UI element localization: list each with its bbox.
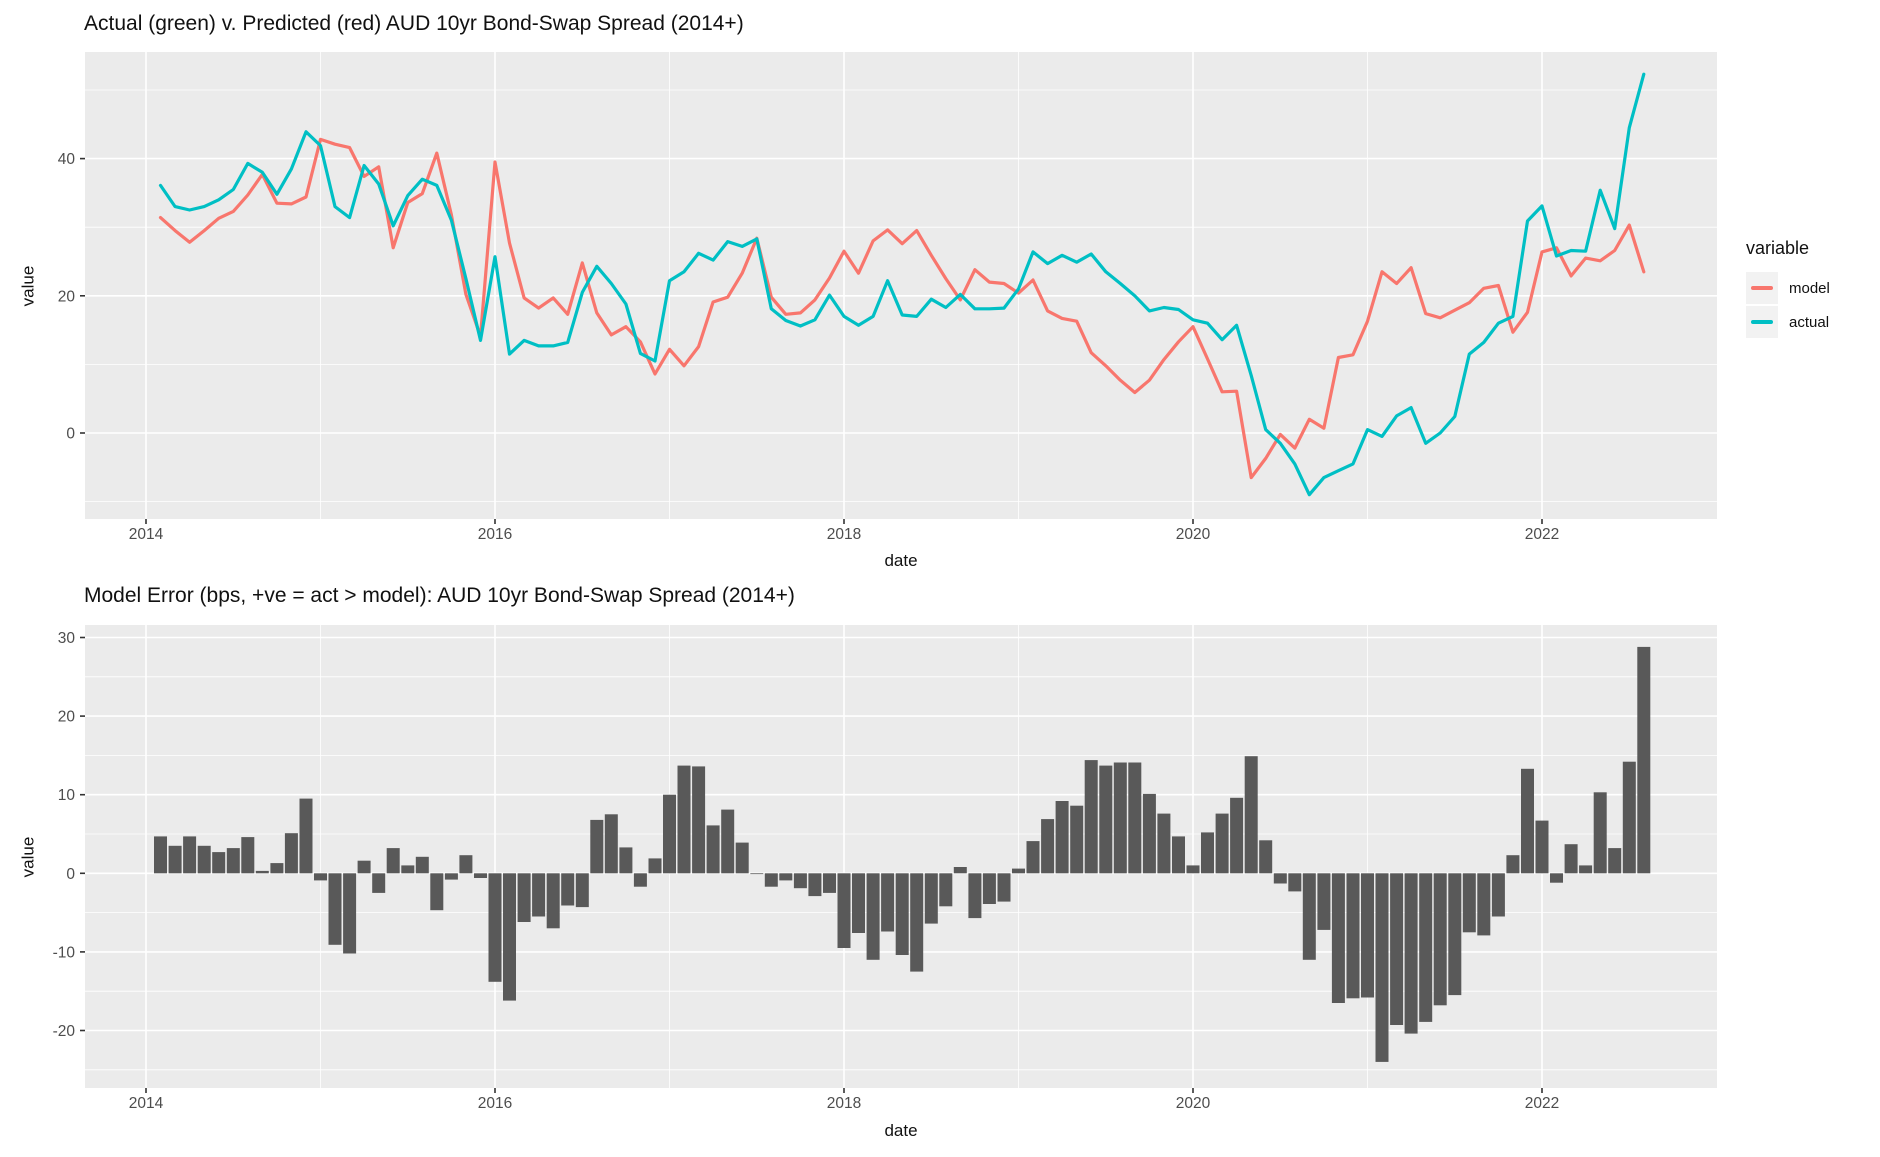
x-tick-label: 2022 <box>1525 1095 1559 1112</box>
legend-title: variable <box>1746 238 1810 258</box>
legend-entry-model: model <box>1746 271 1830 305</box>
y-tick-label: 0 <box>66 866 75 883</box>
bottom-x-axis-title: date <box>884 1121 918 1140</box>
top-chart-title: Actual (green) v. Predicted (red) AUD 10… <box>84 12 744 35</box>
y-tick-label: -20 <box>53 1023 76 1040</box>
x-tick-label: 2020 <box>1176 1095 1211 1112</box>
y-tick-label: 10 <box>58 787 76 804</box>
legend-label-model: model <box>1789 279 1830 297</box>
y-tick-label: -10 <box>53 944 76 961</box>
legend-key-model <box>1746 272 1778 304</box>
panel-bar: 2014 2016 2018 2020 2022 -20 -10 0 10 20 30 <box>53 625 1717 1112</box>
actual-line-sample-icon <box>1751 320 1773 324</box>
bottom-y-axis-title: value <box>18 836 38 878</box>
actual-line <box>158 72 1646 497</box>
error-bars <box>154 646 1651 1062</box>
legend: variable model actual <box>1746 238 1830 339</box>
y-tick-label: 30 <box>58 630 76 647</box>
panel-line: 2014 2016 2018 2020 2022 0 20 40 <box>58 52 1717 543</box>
legend-key-actual <box>1746 306 1778 338</box>
x-tick-label: 2014 <box>129 526 164 543</box>
x-tick-label: 2020 <box>1176 526 1211 543</box>
model-line-sample-icon <box>1751 286 1773 290</box>
x-tick-label: 2018 <box>827 526 861 543</box>
y-tick-label: 40 <box>58 151 76 168</box>
y-tick-label: 0 <box>66 426 75 443</box>
x-tick-label: 2022 <box>1525 526 1559 543</box>
y-tick-label: 20 <box>58 709 76 726</box>
y-tick-label: 20 <box>58 288 76 305</box>
x-tick-label: 2016 <box>478 526 512 543</box>
model-line <box>158 137 1646 480</box>
top-y-axis-title: value <box>18 265 38 307</box>
x-tick-label: 2016 <box>478 1095 512 1112</box>
x-tick-label: 2014 <box>129 1095 164 1112</box>
x-tick-label: 2018 <box>827 1095 861 1112</box>
legend-label-actual: actual <box>1789 313 1830 331</box>
legend-entry-actual: actual <box>1746 305 1830 339</box>
bottom-chart-title: Model Error (bps, +ve = act > model): AU… <box>84 584 795 607</box>
top-x-axis-title: date <box>884 551 918 570</box>
